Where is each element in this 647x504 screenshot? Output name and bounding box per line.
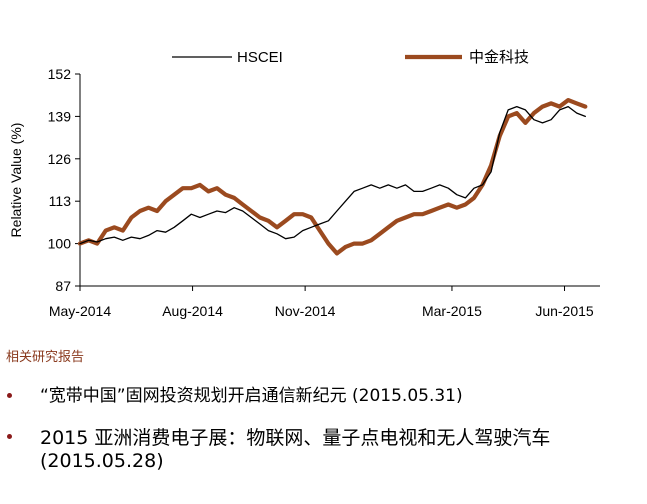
x-tick-label: Jun-2015 (535, 303, 594, 319)
bullet-icon (7, 393, 12, 398)
x-tick-label: Mar-2015 (422, 303, 482, 319)
y-tick-label: 152 (48, 66, 72, 82)
x-tick-label: Aug-2014 (162, 303, 223, 319)
y-axis-label: Relative Value (%) (8, 123, 24, 238)
y-tick-label: 126 (48, 151, 72, 167)
x-tick-label: Nov-2014 (275, 303, 336, 319)
related-reports-title: 相关研究报告 (6, 350, 85, 365)
report-link[interactable]: 2015 亚洲消费电子展：物联网、量子点电视和无人驾驶汽车 (2015.05.2… (40, 427, 551, 472)
bullet-icon (7, 434, 12, 439)
chart-canvas: 87 100 113 126 139 152 May-2014 Aug-2014 Nov-201… (8, 49, 600, 319)
series-line-0 (79, 105, 586, 245)
legend-label: 中金科技 (469, 49, 529, 66)
related-reports-list: “宽带中国”固网投资规划开启通信新纪元 (2015.05.31) 2015 亚洲… (0, 386, 647, 493)
x-tick-label: May-2014 (49, 303, 111, 319)
report-link[interactable]: “宽带中国”固网投资规划开启通信新纪元 (2015.05.31) (40, 386, 463, 406)
report-item[interactable]: “宽带中国”固网投资规划开启通信新纪元 (2015.05.31) (0, 386, 647, 407)
relative-value-chart: 87 100 113 126 139 152 May-2014 Aug-2014 Nov-201… (8, 49, 600, 319)
report-item[interactable]: 2015 亚洲消费电子展：物联网、量子点电视和无人驾驶汽车 (2015.05.2… (0, 427, 647, 473)
y-tick-label: 100 (48, 236, 72, 252)
y-tick-label: 139 (48, 108, 72, 124)
y-tick-label: 87 (55, 278, 71, 294)
series-line-1 (77, 98, 588, 256)
legend-label: HSCEI (237, 49, 283, 66)
y-tick-label: 113 (49, 193, 72, 209)
